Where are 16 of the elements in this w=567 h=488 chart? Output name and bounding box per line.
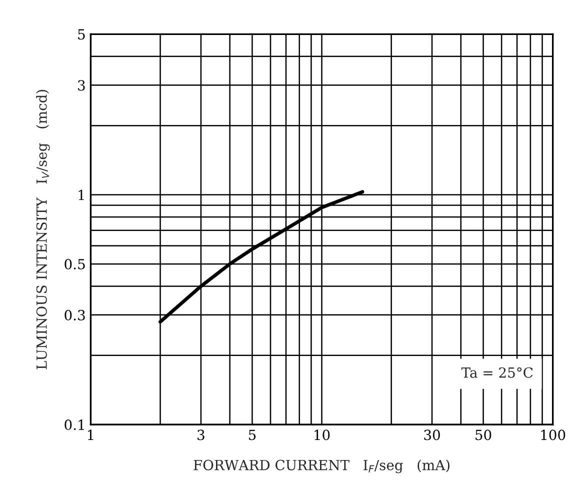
x-tick-label: 100 (541, 430, 566, 440)
y-tick-label: 5 (78, 29, 85, 40)
x-tick-label: 50 (476, 430, 492, 440)
x-tick-label: 1 (88, 430, 94, 440)
x-tick-label: 5 (248, 430, 256, 440)
annotation: Ta = 25°C (461, 367, 533, 378)
y-axis-title: LUMINOUS INTENSITY I$_{V}$/seg (mcd) (36, 90, 50, 370)
x-tick-label: 10 (314, 430, 330, 440)
y-tick-label: 3 (78, 80, 85, 91)
x-tick-label: 3 (198, 430, 204, 440)
y-tick-label: 0.5 (64, 258, 85, 270)
x-axis-title: FORWARD CURRENT I$_{F}$/seg (mA) (194, 460, 450, 474)
y-tick-label: 0.3 (64, 310, 85, 320)
y-tick-label: 1 (78, 190, 84, 200)
x-tick-label: 30 (424, 430, 440, 440)
y-tick-label: 0.1 (64, 420, 84, 430)
